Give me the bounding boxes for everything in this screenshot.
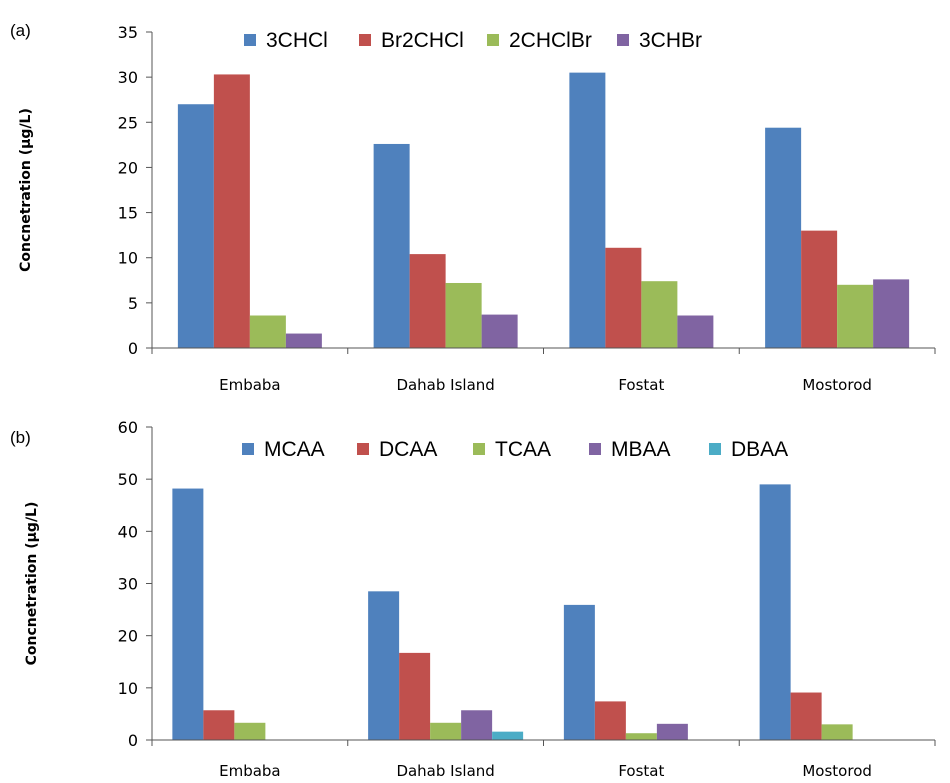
panel-label: (b) (10, 428, 31, 447)
y-tick-label: 40 (118, 522, 138, 541)
bar-3chbr-embaba (285, 333, 322, 348)
legend-swatch (242, 443, 254, 455)
legend-swatch (359, 34, 371, 46)
panel-a: (a) Concnetration (µg/L) 0 5 10 15 20 25 30 35 Emb… (10, 21, 936, 394)
x-category-label: Embaba (219, 762, 281, 780)
y-tick-label: 25 (118, 113, 138, 132)
bar-br2chcl-fostat (605, 247, 642, 348)
bar-3chcl-dahab-island (373, 143, 410, 348)
bar-3chcl-embaba (177, 104, 214, 348)
bar-mbaa-dahab-island (461, 710, 493, 740)
y-tick-label: 30 (118, 68, 138, 87)
legend-label: MCAA (264, 438, 325, 461)
bar-dbaa-dahab-island (492, 731, 524, 740)
legend-swatch (709, 443, 721, 455)
bar-tcaa-dahab-island (430, 722, 462, 740)
x-category-label: Mostorod (802, 376, 872, 394)
bar-3chcl-mostorod (765, 127, 802, 349)
panel-label: (a) (10, 21, 31, 40)
bar-tcaa-embaba (234, 722, 266, 740)
bar-dcaa-embaba (203, 710, 235, 740)
bar-mcaa-embaba (172, 488, 204, 740)
legend-label: 2CHClBr (509, 29, 592, 52)
y-tick-label: 50 (118, 470, 138, 489)
y-tick-label: 60 (118, 418, 138, 437)
legend-swatch (589, 443, 601, 455)
bar-3chcl-fostat (569, 72, 606, 348)
legend-swatch (617, 34, 629, 46)
bar-br2chcl-mostorod (801, 230, 838, 348)
x-category-label: Dahab Island (396, 376, 494, 394)
y-axis-label: Concnetration (µg/L) (24, 502, 40, 666)
x-category-label: Embaba (219, 376, 281, 394)
legend-label: 3CHCl (266, 29, 328, 52)
y-tick-label: 20 (118, 158, 138, 177)
y-tick-label: 20 (118, 627, 138, 646)
legend-label: 3CHBr (639, 29, 702, 52)
y-tick-label: 15 (118, 204, 138, 223)
bar-br2chcl-embaba (213, 74, 250, 348)
bar-2chclbr-fostat (641, 281, 678, 348)
bar-mcaa-dahab-island (368, 591, 400, 740)
legend-swatch (357, 443, 369, 455)
bar-mcaa-fostat (563, 604, 595, 740)
x-category-label: Fostat (618, 762, 664, 780)
legend-label: TCAA (495, 438, 551, 461)
bar-tcaa-fostat (625, 733, 657, 740)
bar-br2chcl-dahab-island (409, 254, 446, 348)
bar-dcaa-dahab-island (399, 652, 431, 740)
y-tick-label: 30 (118, 575, 138, 594)
y-tick-label: 10 (118, 679, 138, 698)
legend-swatch (473, 443, 485, 455)
legend-label: Br2CHCl (381, 29, 464, 52)
bar-2chclbr-dahab-island (445, 282, 482, 348)
x-category-label: Mostorod (802, 762, 872, 780)
legend-swatch (487, 34, 499, 46)
y-tick-label: 0 (128, 731, 138, 750)
legend-label: DBAA (731, 438, 788, 461)
legend-label: MBAA (611, 438, 671, 461)
bar-dcaa-mostorod (790, 692, 822, 740)
bar-tcaa-mostorod (821, 724, 853, 740)
bar-3chbr-fostat (677, 315, 714, 348)
panel-b: (b) Concnetration (µg/L) 0 10 20 30 40 50 60 Emba… (10, 418, 936, 780)
x-category-label: Dahab Island (396, 762, 494, 780)
bar-3chbr-dahab-island (481, 314, 518, 348)
x-category-label: Fostat (618, 376, 664, 394)
legend-swatch (244, 34, 256, 46)
y-tick-label: 5 (128, 294, 138, 313)
bar-mcaa-mostorod (759, 484, 791, 740)
bar-dcaa-fostat (594, 701, 626, 740)
bar-2chclbr-mostorod (837, 284, 874, 348)
y-tick-label: 35 (118, 23, 138, 42)
y-axis-label: Concnetration (µg/L) (18, 108, 34, 272)
legend-label: DCAA (379, 438, 437, 461)
y-tick-label: 0 (128, 339, 138, 358)
bar-2chclbr-embaba (249, 315, 286, 348)
bar-mbaa-fostat (656, 723, 688, 740)
bar-3chbr-mostorod (873, 279, 910, 348)
y-tick-label: 10 (118, 249, 138, 268)
